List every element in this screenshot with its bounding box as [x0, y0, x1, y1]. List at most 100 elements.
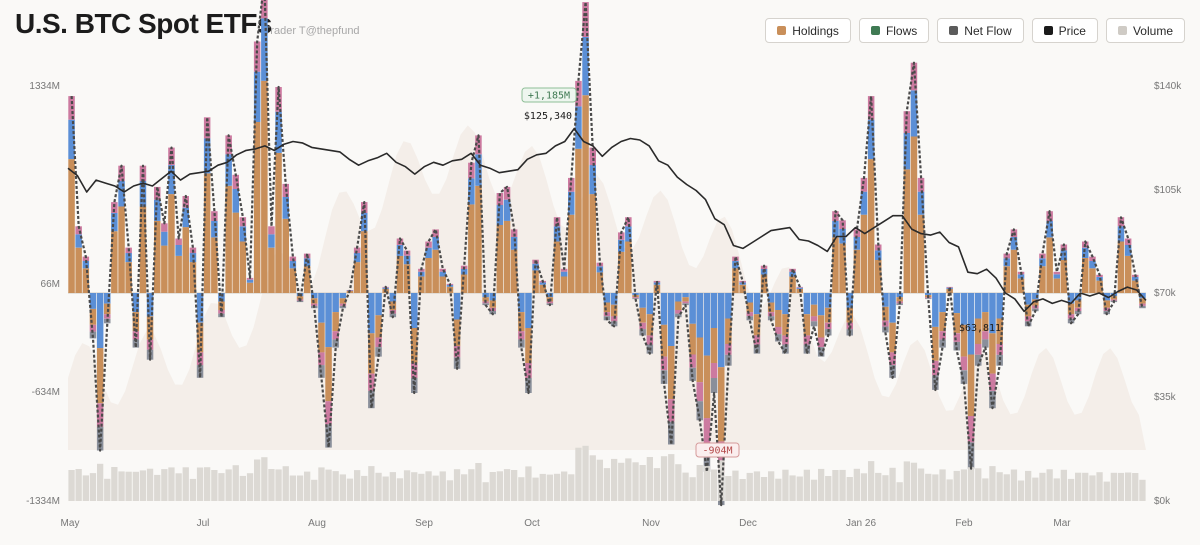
flow-bar-21-seg-0 [218, 293, 225, 302]
x-tick-4: Oct [524, 518, 540, 529]
flow-bar-45-seg-3 [389, 313, 397, 318]
x-tick-5: Nov [642, 518, 660, 529]
volume-bar-6 [111, 467, 118, 501]
flow-bar-124-seg-0 [953, 293, 960, 314]
flow-bar-1-seg-1 [75, 234, 82, 248]
flow-bar-88-seg-1 [696, 337, 703, 382]
flow-bar-61-seg-2 [503, 186, 511, 200]
flow-bar-128-seg-3 [982, 339, 989, 348]
volume-bar-66 [539, 473, 546, 501]
volume-bar-93 [732, 470, 739, 501]
volume-bar-91 [718, 460, 725, 501]
flow-bar-92-seg-2 [725, 343, 732, 355]
price-swatch [1043, 26, 1053, 35]
volume-bar-138 [1053, 478, 1060, 501]
flow-bar-125-seg-3 [960, 370, 968, 384]
volume-bar-101 [789, 475, 796, 501]
volume-bar-74 [596, 459, 603, 501]
legend-volume-toggle[interactable]: Volume [1105, 18, 1185, 43]
legend-price-toggle[interactable]: Price [1031, 18, 1098, 43]
flow-bar-125-seg-1 [960, 324, 968, 357]
flow-bar-64-seg-2 [525, 363, 532, 378]
flow-bar-4-seg-0 [96, 293, 104, 349]
flow-bar-141-seg-0 [1074, 293, 1082, 301]
flow-bar-66-seg-0 [539, 284, 546, 293]
flow-bar-0-seg-0 [68, 159, 75, 293]
flow-bar-148-seg-0 [1124, 255, 1132, 293]
flow-bar-80-seg-1 [639, 307, 646, 323]
volume-bar-114 [882, 475, 889, 501]
flow-bar-120-seg-3 [925, 298, 932, 300]
flow-bar-73-seg-0 [589, 194, 596, 293]
volume-bar-50 [425, 471, 432, 501]
flow-bar-20-seg-0 [211, 237, 218, 293]
flow-bar-43-seg-2 [375, 337, 382, 347]
flow-bar-6-seg-0 [111, 231, 118, 293]
flow-bar-28-seg-0 [268, 247, 275, 293]
volume-bar-55 [461, 474, 468, 501]
flow-bar-116-seg-1 [896, 297, 903, 302]
flow-bar-48-seg-3 [411, 378, 418, 393]
flow-bar-129-seg-0 [989, 293, 996, 334]
flow-bar-138-seg-0 [1053, 278, 1060, 293]
volume-bar-130 [996, 472, 1003, 501]
flow-bar-112-seg-0 [867, 159, 875, 293]
flow-bar-101-seg-0 [789, 276, 796, 293]
volume-bar-47 [403, 470, 411, 501]
flow-bar-57-seg-2 [475, 135, 482, 155]
flow-bar-104-seg-2 [810, 316, 818, 322]
volume-bar-30 [282, 466, 289, 501]
flow-bar-20-seg-1 [211, 221, 218, 238]
flow-bar-68-seg-1 [553, 226, 561, 242]
flow-bar-37-seg-1 [332, 312, 339, 332]
flow-bar-102-seg-2 [796, 286, 803, 288]
flow-bar-35-seg-2 [318, 352, 325, 366]
volume-bar-11 [146, 468, 154, 501]
flow-bar-147-seg-0 [1117, 241, 1125, 293]
flow-bar-137-seg-0 [1046, 237, 1053, 293]
flow-bar-91-seg-1 [718, 367, 725, 442]
flow-bar-85-seg-3 [675, 313, 682, 318]
volume-bar-12 [154, 474, 161, 501]
legend-net-flow-toggle[interactable]: Net Flow [937, 18, 1024, 43]
flow-bar-23-seg-2 [232, 174, 239, 189]
flow-bar-61-seg-0 [503, 220, 511, 293]
flow-bar-129-seg-1 [989, 333, 996, 374]
volume-bar-125 [960, 469, 968, 501]
flow-bar-95-seg-0 [746, 293, 753, 303]
flow-bar-24-seg-2 [239, 217, 247, 227]
flow-bar-100-seg-2 [782, 335, 789, 345]
flow-bar-103-seg-0 [803, 293, 811, 315]
legend-holdings-toggle[interactable]: Holdings [765, 18, 851, 43]
flow-bar-32-seg-1 [296, 296, 304, 300]
flow-bar-79-seg-2 [632, 297, 639, 299]
volume-bar-52 [439, 471, 446, 501]
flow-bar-132-seg-1 [1010, 237, 1018, 250]
volume-bar-82 [653, 468, 661, 501]
legend-flows-toggle[interactable]: Flows [858, 18, 930, 43]
flow-bar-37-seg-2 [332, 331, 339, 340]
volume-bar-89 [703, 466, 711, 501]
volume-bar-63 [518, 477, 525, 501]
flow-bar-36-seg-2 [325, 401, 332, 425]
volume-bar-54 [453, 469, 461, 501]
volume-bar-121 [932, 474, 939, 501]
flow-bar-54-seg-0 [453, 293, 461, 320]
flow-bar-85-seg-2 [675, 310, 682, 314]
flow-bar-5-seg-0 [104, 293, 111, 304]
max-flow-pill [521, 87, 577, 103]
flow-bar-109-seg-0 [846, 293, 853, 308]
flow-bar-86-seg-0 [682, 293, 689, 298]
flow-bar-42-seg-3 [368, 390, 375, 409]
flow-bar-132-seg-0 [1010, 249, 1018, 293]
flow-bar-127-seg-0 [975, 293, 982, 319]
x-tick-3: Sep [415, 518, 433, 529]
flow-bar-125-seg-2 [960, 356, 968, 371]
volume-bar-83 [660, 456, 668, 501]
flow-bar-68-seg-0 [553, 241, 561, 293]
volume-bar-5 [104, 478, 111, 501]
legend-volume-label: Volume [1132, 23, 1173, 38]
flow-bar-98-seg-3 [767, 316, 775, 321]
flow-bar-113-seg-0 [875, 260, 882, 293]
